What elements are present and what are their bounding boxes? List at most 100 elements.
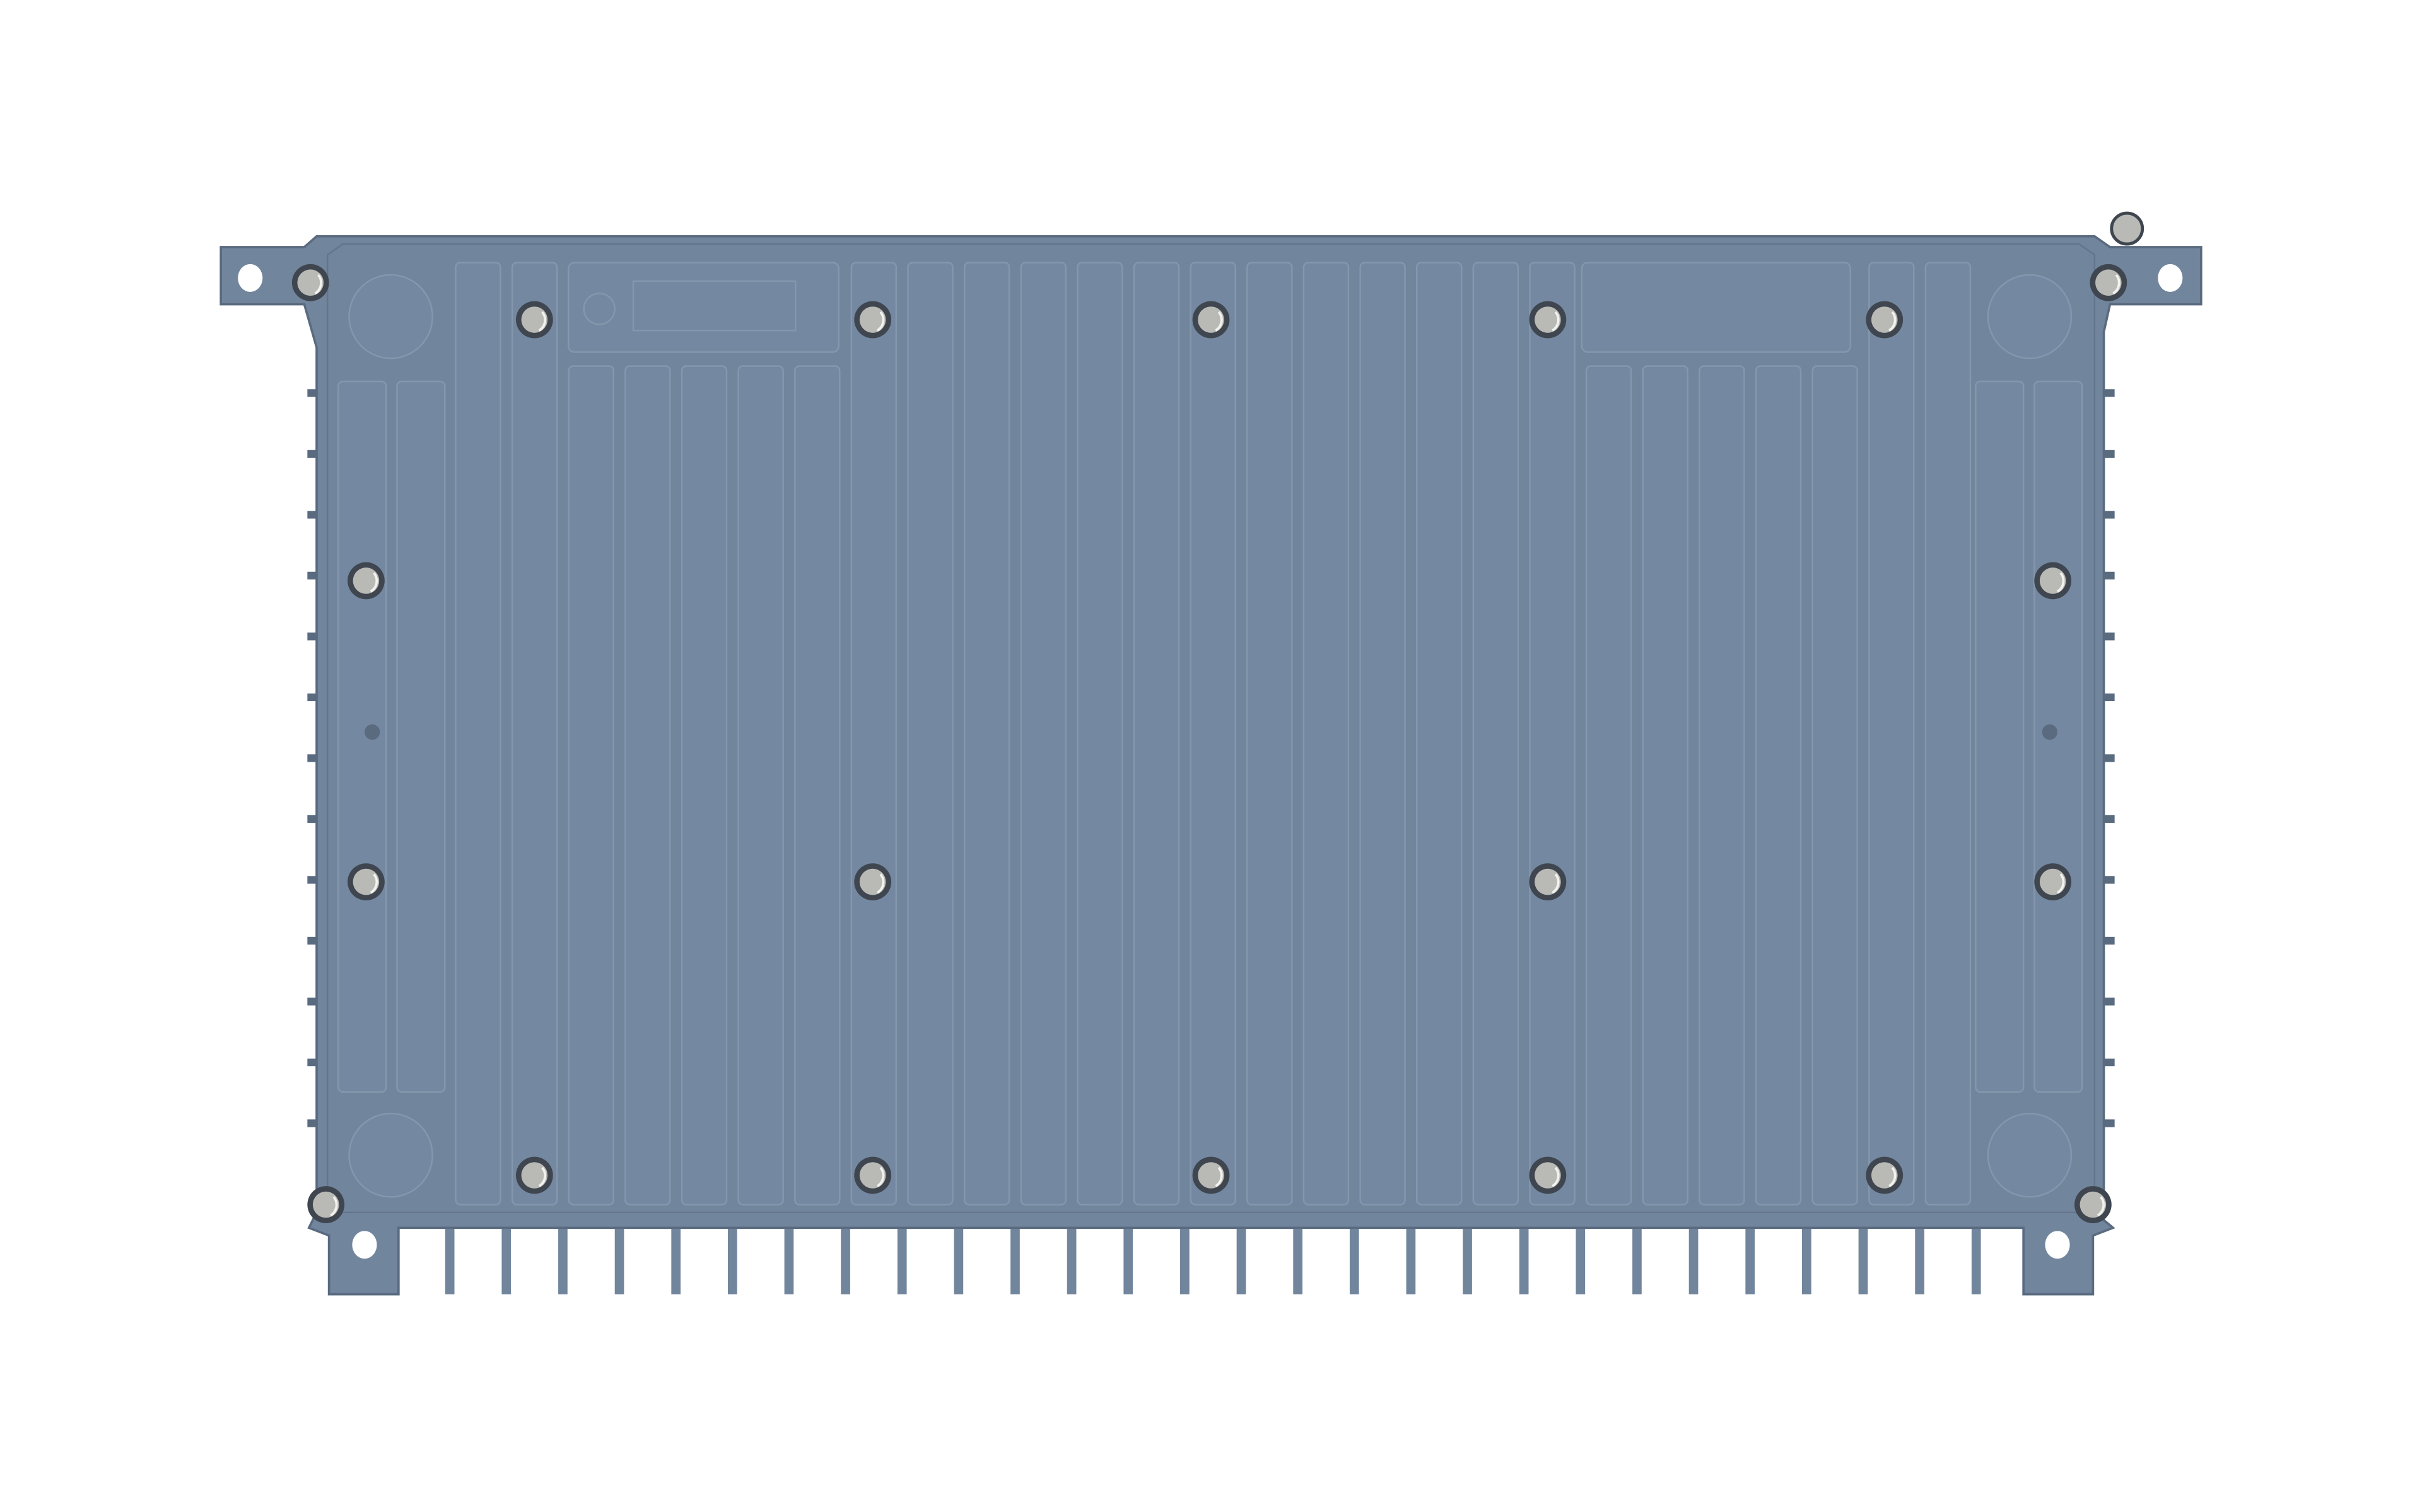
screw-head-icon xyxy=(2095,269,2122,296)
screw-head-icon xyxy=(2080,1191,2107,1218)
mounting-hole xyxy=(352,1231,377,1259)
rib xyxy=(1020,262,1067,1206)
rib xyxy=(1415,262,1463,1206)
rib xyxy=(794,365,841,1206)
rib xyxy=(1246,262,1293,1206)
fin xyxy=(727,1220,737,1294)
screw-head-icon xyxy=(1535,1162,1561,1189)
surface-details xyxy=(326,211,2144,1214)
side-tooth xyxy=(2102,997,2115,1006)
label-panel xyxy=(1581,262,1852,353)
screw-head-icon xyxy=(2039,567,2066,594)
mounting-holes xyxy=(238,264,2183,1259)
rib xyxy=(1811,365,1858,1206)
corner-boss xyxy=(348,274,433,359)
rib xyxy=(850,262,898,1206)
side-tooth xyxy=(2102,936,2115,945)
side-tooth xyxy=(2102,450,2115,458)
fin xyxy=(614,1220,624,1294)
label-mark xyxy=(583,293,616,325)
fin xyxy=(1801,1220,1811,1294)
mounting-hole xyxy=(238,264,263,292)
fin xyxy=(897,1220,907,1294)
rib xyxy=(455,262,501,1206)
fin xyxy=(1010,1220,1020,1294)
side-tooth xyxy=(2102,511,2115,519)
fin xyxy=(954,1220,964,1294)
bottom-fins xyxy=(332,1220,2094,1294)
locator-dot xyxy=(364,724,380,740)
screw-highlight xyxy=(1552,1166,1560,1187)
fin xyxy=(1745,1220,1755,1294)
side-teeth xyxy=(307,389,2115,1127)
screw-head-icon xyxy=(1871,1162,1898,1189)
screw-highlight xyxy=(876,1166,885,1187)
rib xyxy=(907,262,954,1206)
rib xyxy=(1359,262,1406,1206)
screw-head-icon xyxy=(297,269,324,296)
screw-highlight xyxy=(1552,311,1560,332)
screw-head-icon xyxy=(353,567,380,594)
fin xyxy=(1236,1220,1246,1294)
screw-head-icon xyxy=(521,306,548,333)
screw-highlight xyxy=(370,873,378,894)
rib xyxy=(1302,262,1350,1206)
label-area xyxy=(632,280,797,332)
fin xyxy=(1971,1220,1981,1294)
fin xyxy=(445,1220,455,1294)
side-tooth xyxy=(2102,571,2115,580)
screw-highlight xyxy=(538,311,547,332)
fin xyxy=(1576,1220,1586,1294)
rib xyxy=(963,262,1010,1206)
rib xyxy=(396,380,446,1093)
rib xyxy=(737,365,784,1206)
rib xyxy=(1585,365,1632,1206)
screw-highlight xyxy=(330,1196,338,1217)
fin xyxy=(558,1220,568,1294)
fin xyxy=(501,1220,512,1294)
rib xyxy=(1190,262,1236,1206)
screw-highlight xyxy=(1888,1166,1897,1187)
screw-highlight xyxy=(2056,572,2065,593)
rib xyxy=(337,380,387,1093)
screw-highlight xyxy=(2112,274,2121,294)
screw-head-icon xyxy=(1198,306,1224,333)
fin xyxy=(1123,1220,1133,1294)
fin xyxy=(1293,1220,1302,1294)
rib xyxy=(568,365,614,1206)
rib xyxy=(1133,262,1180,1206)
rib xyxy=(1699,365,1745,1206)
fin xyxy=(1688,1220,1699,1294)
screw-head-icon xyxy=(1535,306,1561,333)
screw-highlight xyxy=(1215,311,1223,332)
fin xyxy=(1463,1220,1472,1294)
fin xyxy=(841,1220,850,1294)
corner-boss xyxy=(1987,1112,2073,1198)
screw-highlight xyxy=(1552,873,1560,894)
rib xyxy=(1755,365,1802,1206)
screw-head-icon xyxy=(312,1191,339,1218)
fin xyxy=(1349,1220,1359,1294)
fin xyxy=(1406,1220,1416,1294)
side-tooth xyxy=(2102,1058,2115,1067)
fin xyxy=(1180,1220,1190,1294)
fin xyxy=(671,1220,681,1294)
rib xyxy=(1975,380,2025,1093)
screw-highlight xyxy=(538,1166,547,1187)
fin xyxy=(784,1220,794,1294)
screw-head-icon xyxy=(521,1162,548,1189)
locator-dot xyxy=(2042,724,2058,740)
screw-highlight xyxy=(876,311,885,332)
rib xyxy=(2033,380,2083,1093)
screw-head-icon xyxy=(859,306,886,333)
fin xyxy=(1067,1220,1077,1294)
fin xyxy=(1915,1220,1924,1294)
fin xyxy=(1858,1220,1868,1294)
side-tooth xyxy=(2102,876,2115,884)
screws xyxy=(291,264,2127,1223)
screw-head-icon xyxy=(859,868,886,895)
screw-head-icon xyxy=(2039,868,2066,895)
side-tooth xyxy=(2102,754,2115,762)
rib xyxy=(1077,262,1123,1206)
connector-icon xyxy=(2110,211,2144,246)
